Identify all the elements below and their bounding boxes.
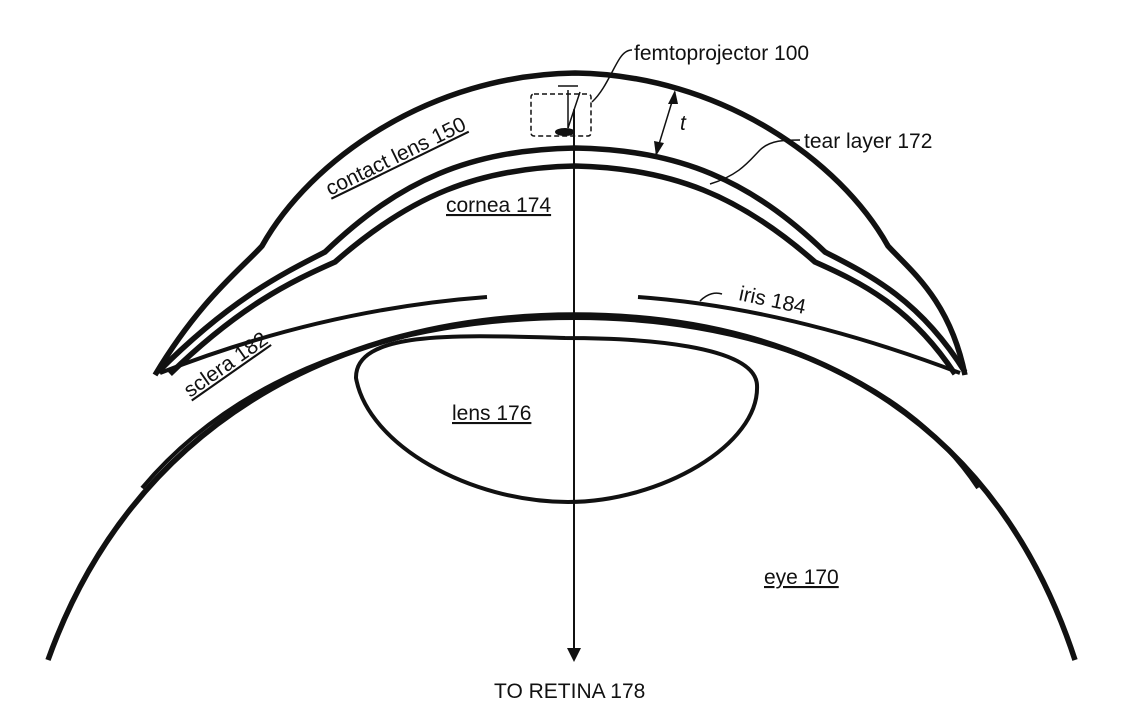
iris-leader-line <box>699 292 723 302</box>
retina-label: TO RETINA 178 <box>494 680 645 703</box>
thickness-arrow-head-bottom <box>654 141 664 156</box>
lens-label: lens 176 <box>452 402 531 425</box>
femtoprojector-source <box>555 128 575 136</box>
thickness-label: t <box>680 112 687 135</box>
iris-left <box>159 295 488 375</box>
thickness-arrow-head-top <box>668 90 678 104</box>
crystalline-lens <box>353 334 760 504</box>
eye-label: eye 170 <box>764 566 839 589</box>
tear-layer-leader <box>709 139 801 185</box>
femtoprojector-box <box>530 93 592 137</box>
optical-axis-arrowhead <box>567 648 581 662</box>
iris-right <box>637 295 961 375</box>
contact-lens-outer <box>152 70 968 377</box>
femtoprojector-leader <box>591 49 633 103</box>
cornea-label: cornea 174 <box>446 194 551 217</box>
tear-layer-label: tear layer 172 <box>804 130 932 153</box>
femtoprojector-label: femtoprojector 100 <box>634 42 809 65</box>
